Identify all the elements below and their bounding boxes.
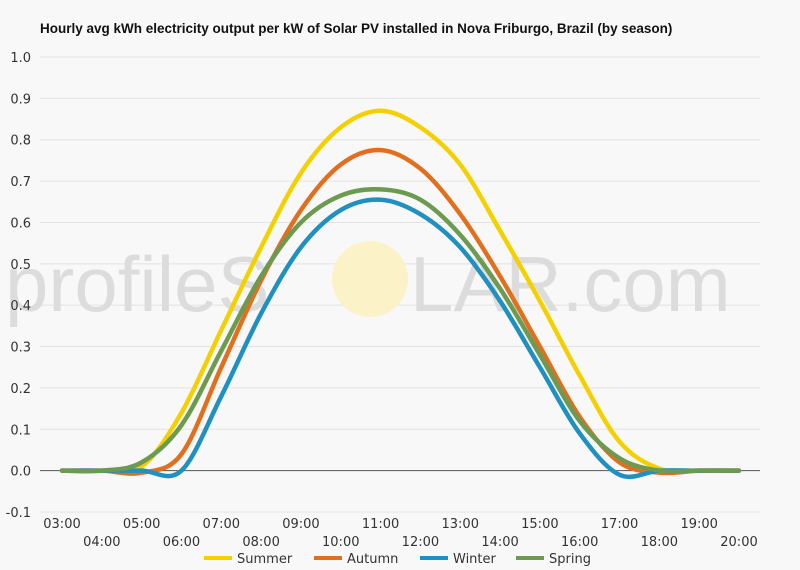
series-line-winter bbox=[59, 197, 742, 480]
chart-title: Hourly avg kWh electricity output per kW… bbox=[40, 21, 672, 36]
watermark-text-right: LAR.com bbox=[410, 240, 731, 328]
x-tick-label: 18:00 bbox=[641, 535, 678, 550]
y-tick-label: 0.3 bbox=[10, 341, 31, 356]
y-tick-label: 0.7 bbox=[10, 175, 31, 190]
legend-label-summer: Summer bbox=[237, 552, 293, 567]
x-tick-label: 14:00 bbox=[481, 535, 518, 550]
y-tick-label: 0.2 bbox=[10, 382, 31, 397]
x-tick-label: 09:00 bbox=[282, 517, 319, 532]
x-tick-label: 11:00 bbox=[362, 517, 399, 532]
watermark-sun-icon bbox=[332, 241, 408, 317]
y-tick-label: 0.6 bbox=[10, 216, 31, 231]
watermark-text-left: profileS bbox=[5, 240, 269, 328]
y-tick-label: 0.4 bbox=[10, 299, 31, 314]
y-tick-label: 0.0 bbox=[10, 465, 31, 480]
legend: Summer Autumn Winter Spring bbox=[204, 552, 591, 567]
legend-label-spring: Spring bbox=[549, 552, 591, 567]
watermark: profileS LAR.com bbox=[5, 240, 731, 328]
y-tick-label: 0.8 bbox=[10, 134, 31, 149]
x-tick-label: 20:00 bbox=[720, 535, 757, 550]
y-axis-ticks: -0.1 0.0 0.1 0.2 0.3 0.4 0.5 0.6 0.7 0.8 0.9 1.0 bbox=[6, 51, 31, 521]
y-tick-label: 0.5 bbox=[10, 258, 31, 273]
x-tick-label: 15:00 bbox=[521, 517, 558, 532]
series-layer bbox=[59, 108, 742, 480]
x-tick-label: 10:00 bbox=[322, 535, 359, 550]
x-tick-label: 07:00 bbox=[203, 517, 240, 532]
x-tick-label: 17:00 bbox=[601, 517, 638, 532]
y-tick-label: 0.1 bbox=[10, 423, 31, 438]
series-line-summer bbox=[59, 108, 742, 475]
legend-label-winter: Winter bbox=[453, 552, 497, 567]
grid-layer bbox=[40, 56, 760, 513]
x-tick-label: 19:00 bbox=[680, 517, 717, 532]
x-tick-label: 06:00 bbox=[163, 535, 200, 550]
x-tick-label: 05:00 bbox=[123, 517, 160, 532]
x-tick-label: 12:00 bbox=[402, 535, 439, 550]
x-tick-label: 04:00 bbox=[83, 535, 120, 550]
x-tick-label: 13:00 bbox=[442, 517, 479, 532]
x-tick-label: 08:00 bbox=[242, 535, 279, 550]
series-line-spring bbox=[59, 186, 742, 474]
y-tick-label: -0.1 bbox=[6, 506, 31, 521]
x-axis-ticks: 03:0004:0005:0006:0007:0008:0009:0010:00… bbox=[43, 517, 757, 550]
x-tick-label: 16:00 bbox=[561, 535, 598, 550]
legend-label-autumn: Autumn bbox=[347, 552, 398, 567]
y-tick-label: 0.9 bbox=[10, 92, 31, 107]
x-tick-label: 03:00 bbox=[43, 517, 80, 532]
series-line-autumn bbox=[59, 147, 742, 476]
y-tick-label: 1.0 bbox=[10, 51, 31, 66]
